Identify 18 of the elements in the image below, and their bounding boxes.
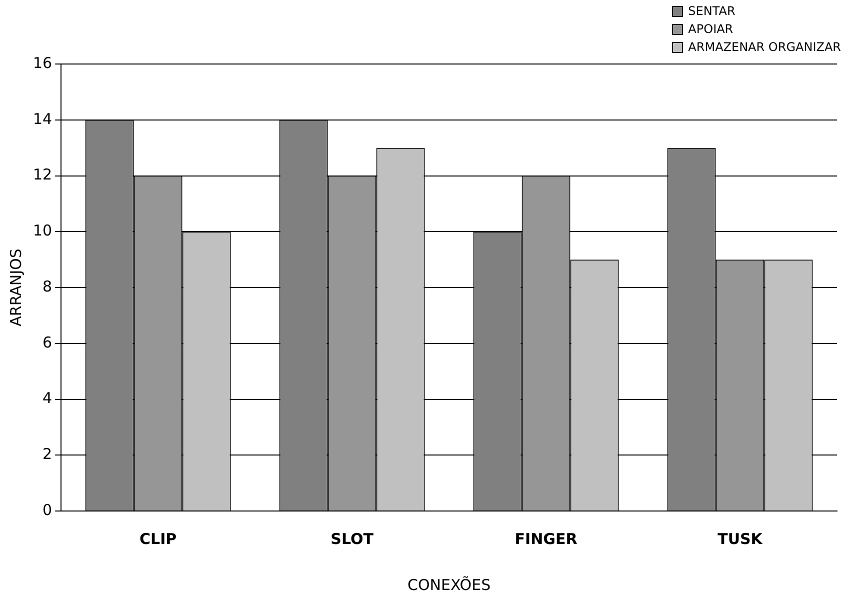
- x-tick-label: SLOT: [330, 530, 374, 548]
- y-tick-label: 0: [42, 500, 52, 519]
- y-tick-label: 14: [32, 110, 52, 128]
- y-tick-label: 16: [32, 54, 52, 72]
- y-tick-label: 8: [42, 277, 52, 296]
- y-axis-title: ARRANJOS: [6, 248, 25, 326]
- y-tick-label: 10: [32, 222, 52, 240]
- y-tick-label: 4: [42, 389, 52, 408]
- y-tick-label: 6: [42, 333, 52, 352]
- legend-label: ARMAZENAR ORGANIZAR: [688, 40, 841, 54]
- x-tick-label: TUSK: [718, 530, 764, 548]
- legend-label: SENTAR: [688, 4, 736, 18]
- x-axis-title: CONEXÕES: [407, 576, 491, 594]
- y-tick-label: 2: [42, 445, 52, 464]
- legend-label: APOIAR: [688, 22, 734, 36]
- x-tick-label: CLIP: [140, 530, 177, 548]
- y-tick-label: 12: [32, 166, 52, 184]
- x-tick-label: FINGER: [514, 530, 578, 548]
